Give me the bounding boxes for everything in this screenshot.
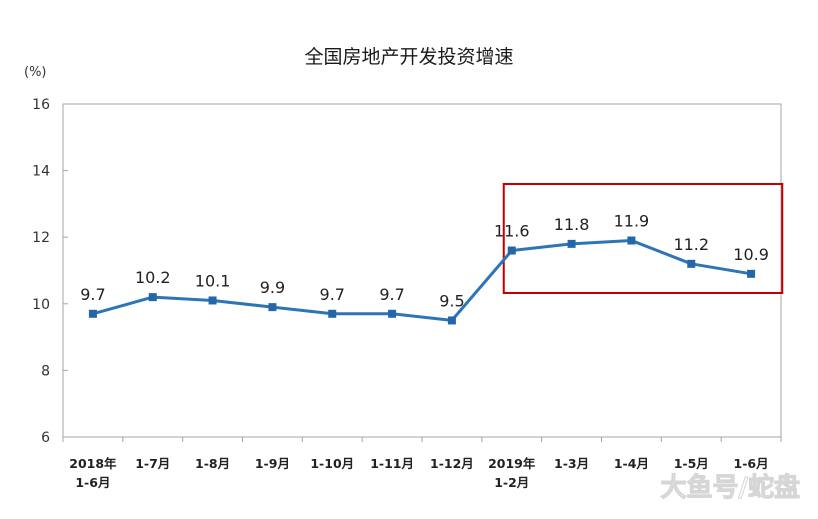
x-tick-label: 1-3月 xyxy=(554,456,589,471)
data-point xyxy=(388,309,397,318)
data-label: 11.2 xyxy=(673,235,709,254)
y-axis-unit: (%) xyxy=(24,65,47,80)
data-label: 10.9 xyxy=(733,245,769,264)
x-tick-label: 1-8月 xyxy=(195,456,230,471)
x-tick-label: 1-12月 xyxy=(430,456,474,471)
x-tick-label: 1-7月 xyxy=(135,456,170,471)
plot-frame xyxy=(62,103,782,438)
data-label: 9.7 xyxy=(320,285,345,304)
data-point xyxy=(447,316,456,325)
y-tick-label: 16 xyxy=(32,97,50,113)
data-label: 9.9 xyxy=(260,278,285,297)
x-tick-label: 2019年 1-2月 xyxy=(488,456,536,490)
y-tick-label: 14 xyxy=(32,164,50,180)
watermark: 大鱼号/蛇盘 xyxy=(661,472,801,503)
data-label: 10.1 xyxy=(195,271,231,290)
data-point xyxy=(747,269,756,278)
x-tick-label: 2018年 1-6月 xyxy=(69,456,117,490)
series-line xyxy=(92,239,752,322)
data-point xyxy=(567,239,576,248)
data-point xyxy=(328,309,337,318)
x-tick-label: 1-11月 xyxy=(370,456,414,471)
highlight-box xyxy=(502,183,784,294)
x-tick-label: 1-4月 xyxy=(614,456,649,471)
y-tick-label: 6 xyxy=(41,430,50,446)
data-point xyxy=(687,259,696,268)
data-label: 9.7 xyxy=(80,285,105,304)
data-label: 9.5 xyxy=(439,291,464,310)
data-point xyxy=(268,303,277,312)
x-tick-label: 1-6月 xyxy=(734,456,769,471)
x-tick-label: 1-10月 xyxy=(310,456,354,471)
data-label: 11.8 xyxy=(554,215,590,234)
y-tick-label: 12 xyxy=(32,230,50,246)
data-labels: 9.7 10.2 10.1 9.9 9.7 9.7 9.5 11.6 11.8 11.9 11.2 1… xyxy=(80,212,769,311)
data-point xyxy=(627,236,636,245)
data-point xyxy=(507,246,516,255)
x-axis: 2018年 1-6月 1-7月 1-8月 1-9月 1-10月 1-11月 1-12月 2019… xyxy=(62,437,782,490)
x-tick-label: 1-5月 xyxy=(674,456,709,471)
data-point xyxy=(208,296,217,305)
y-tick-label: 10 xyxy=(32,297,50,313)
data-label: 11.6 xyxy=(494,222,530,241)
data-point xyxy=(88,309,97,318)
chart-title: 全国房地产开发投资增速 xyxy=(304,46,513,68)
y-tick-label: 8 xyxy=(41,363,50,379)
data-label: 10.2 xyxy=(135,268,171,287)
x-tick-label: 1-9月 xyxy=(255,456,290,471)
data-label: 11.9 xyxy=(614,212,650,231)
data-label: 9.7 xyxy=(379,285,404,304)
y-axis: 6 8 10 12 14 16 xyxy=(32,97,68,446)
data-points xyxy=(88,236,756,325)
data-point xyxy=(148,293,157,302)
